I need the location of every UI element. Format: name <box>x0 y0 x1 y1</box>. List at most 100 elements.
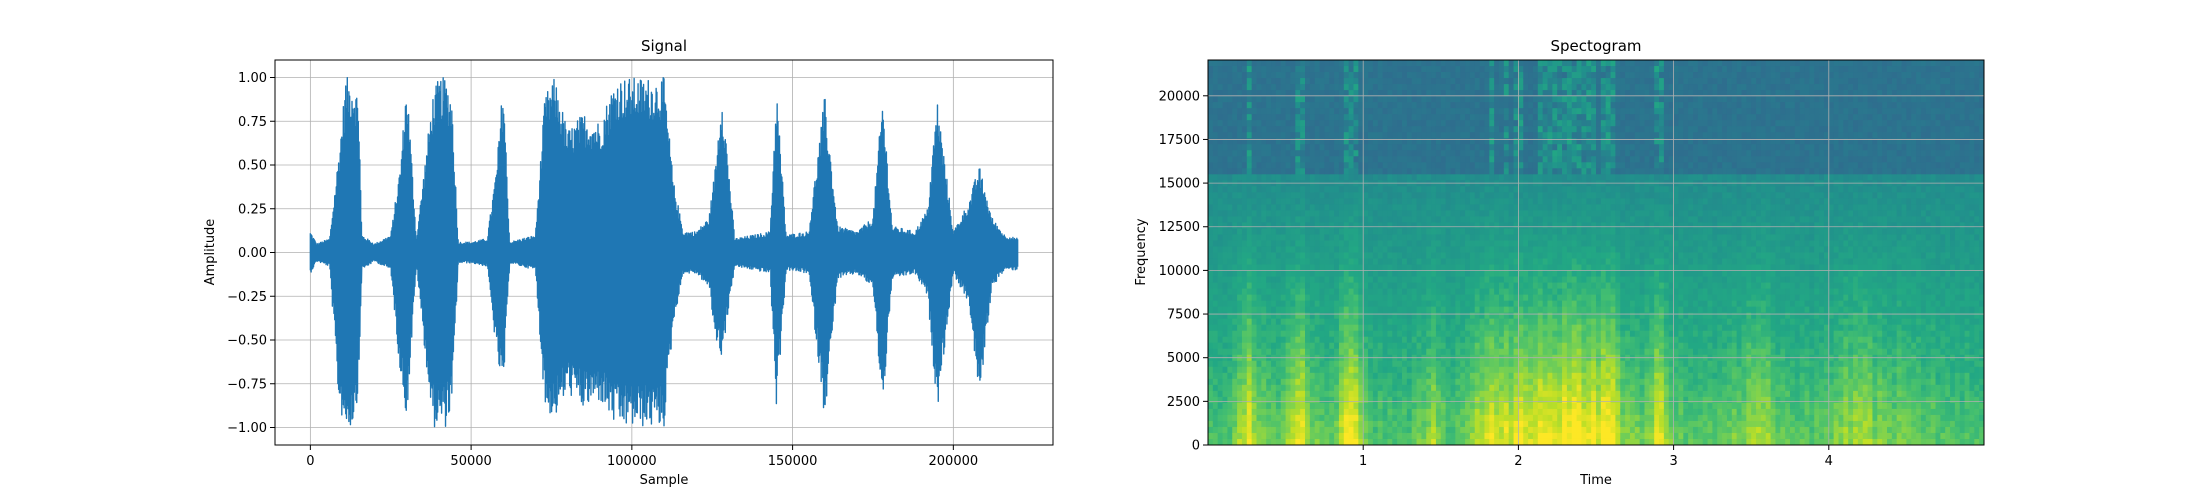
spectrogram-cell <box>1474 420 1481 428</box>
spectrogram-cell <box>1246 72 1253 79</box>
spectrogram-cell <box>1528 234 1534 242</box>
spectrogram-cell <box>1343 114 1350 121</box>
spectrogram-cell <box>1232 168 1238 175</box>
spectrogram-cell <box>1271 240 1277 248</box>
spectrogram-cell <box>1227 186 1233 193</box>
spectrogram-cell <box>1280 84 1287 91</box>
spectrogram-cell <box>1334 96 1340 103</box>
spectrogram-cell <box>1246 84 1253 91</box>
spectrogram-cell <box>1261 318 1267 326</box>
spectrogram-cell <box>1494 240 1500 248</box>
spectrogram-cell <box>1251 282 1258 290</box>
spectrogram-cell <box>1295 222 1301 230</box>
spectrogram-cell <box>1566 216 1573 224</box>
spectrogram-cell <box>1518 138 1524 145</box>
spectrogram-cell <box>1460 240 1466 248</box>
spectrogram-cell <box>1537 174 1544 181</box>
spectrogram-cell <box>1237 78 1243 85</box>
spectrogram-cell <box>1542 132 1549 139</box>
spectrogram-cell <box>1271 258 1277 266</box>
spectrogram-cell <box>1402 390 1408 398</box>
spectrogram-cell <box>1363 300 1369 308</box>
spectrogram-cell <box>1426 408 1432 416</box>
spectrogram-cell <box>1460 252 1466 260</box>
spectrogram-cell <box>1465 150 1471 157</box>
spectrogram-cell <box>1338 234 1345 242</box>
spectrogram-cell <box>1445 144 1452 151</box>
spectrogram-cell <box>1528 252 1534 260</box>
spectrogram-cell <box>1212 270 1219 278</box>
spectrogram-cell <box>1271 384 1277 392</box>
spectrogram-cell <box>1397 390 1403 398</box>
spectrogram-cell <box>1353 264 1359 272</box>
spectrogram-cell <box>1503 72 1510 79</box>
spectrogram-cell <box>1222 384 1228 392</box>
spectrogram-cell <box>1329 318 1335 326</box>
spectrogram-cell <box>1334 72 1340 79</box>
spectrogram-cell <box>1547 132 1553 139</box>
spectrogram-cell <box>1358 162 1364 169</box>
spectrogram-cell <box>1348 84 1355 91</box>
spectrogram-cell <box>1358 300 1364 308</box>
spectrogram-cell <box>1431 234 1437 242</box>
spectrogram-cell <box>1392 318 1398 326</box>
spectrogram-cell <box>1324 372 1330 380</box>
spectrogram-cell <box>1426 402 1432 410</box>
spectrogram-cell <box>1494 126 1500 133</box>
spectrogram-cell <box>1557 60 1563 67</box>
spectrogram-cell <box>1523 264 1529 272</box>
spectrogram-cell <box>1421 72 1427 79</box>
spectrogram-cell <box>1416 300 1422 308</box>
spectrogram-cell <box>1290 258 1296 266</box>
spectrogram-cell <box>1382 66 1389 73</box>
spectrogram-cell <box>1445 330 1452 338</box>
spectrogram-cell <box>1329 84 1335 91</box>
spectrogram-cell <box>1416 324 1422 332</box>
spectrogram-cell <box>1562 156 1568 163</box>
spectrogram-cell <box>1309 252 1316 260</box>
spectrogram-cell <box>1261 330 1267 338</box>
spectrogram-cell <box>1523 402 1529 410</box>
spectrogram-cell <box>1222 402 1228 410</box>
spectrogram-cell <box>1576 342 1583 350</box>
spectrogram-cell <box>1387 288 1393 296</box>
spectrogram-cell <box>1499 324 1505 332</box>
spectrogram-cell <box>1440 402 1447 410</box>
spectrogram-cell <box>1309 174 1316 181</box>
spectrogram-cell <box>1290 288 1296 296</box>
spectrogram-cell <box>1285 144 1292 151</box>
spectrogram-cell <box>1353 72 1359 79</box>
spectrogram-cell <box>1208 264 1214 272</box>
spectrogram-cell <box>1329 288 1335 296</box>
spectrogram-cell <box>1499 186 1505 193</box>
spectrogram-cell <box>1532 108 1539 115</box>
spectrogram-cell <box>1358 396 1364 404</box>
spectrogram-cell <box>1372 240 1379 248</box>
spectrogram-cell <box>1212 324 1219 332</box>
spectrogram-cell <box>1300 198 1306 205</box>
spectrogram-cell <box>1474 396 1481 404</box>
spectrogram-cell <box>1465 114 1471 121</box>
spectrogram-cell <box>1227 114 1233 121</box>
spectrogram-cell <box>1334 282 1340 290</box>
spectrogram-cell <box>1246 312 1253 320</box>
spectrogram-cell <box>1353 192 1359 199</box>
spectrogram-cell <box>1300 60 1306 67</box>
spectrogram-cell <box>1508 348 1515 356</box>
spectrogram-cell <box>1241 390 1248 398</box>
spectrogram-cell <box>1576 318 1583 326</box>
spectrogram-cell <box>1431 138 1437 145</box>
spectrogram-cell <box>1402 240 1408 248</box>
spectrogram-cell <box>1319 384 1325 392</box>
spectrogram-cell <box>1435 432 1442 440</box>
spectrogram-cell <box>1241 240 1248 248</box>
spectrogram-cell <box>1542 366 1549 374</box>
spectrogram-cell <box>1528 222 1534 230</box>
spectrogram-cell <box>1571 366 1578 374</box>
spectrogram-cell <box>1338 258 1345 266</box>
spectrogram-cell <box>1372 216 1379 224</box>
spectrogram-cell <box>1547 264 1553 272</box>
spectrogram-cell <box>1523 330 1529 338</box>
spectrogram-cell <box>1445 312 1452 320</box>
spectrogram-cell <box>1353 312 1359 320</box>
